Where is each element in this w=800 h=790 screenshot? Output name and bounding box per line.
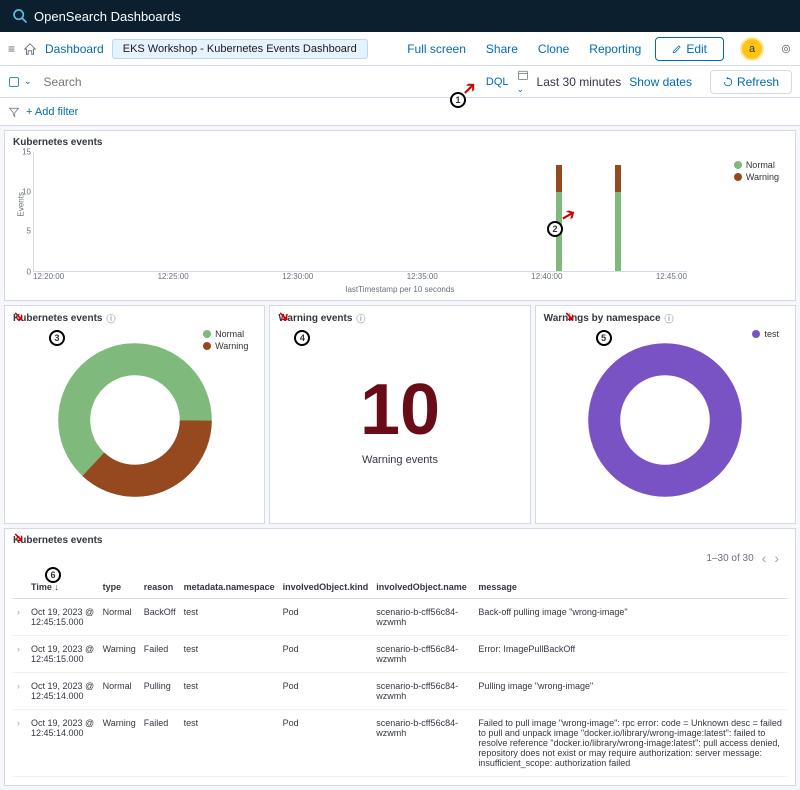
opensearch-icon xyxy=(12,8,28,24)
panel-timeline-title: Kubernetes events xyxy=(13,137,102,148)
avatar[interactable]: a xyxy=(740,37,764,61)
panel-timeline: Kubernetes events 15 10 5 0 Events 12:20… xyxy=(4,130,796,301)
gear-icon[interactable] xyxy=(780,43,792,55)
breadcrumb-current: EKS Workshop - Kubernetes Events Dashboa… xyxy=(112,39,368,59)
reporting-link[interactable]: Reporting xyxy=(589,42,641,56)
show-dates-link[interactable]: Show dates xyxy=(629,75,692,89)
legend-item: Normal xyxy=(734,160,779,170)
table-column-header[interactable]: message xyxy=(474,576,787,599)
expand-row-icon[interactable]: › xyxy=(13,636,27,673)
panel-donut-namespace: Warnings by namespace ⓘ test ➔ 5 xyxy=(535,305,796,524)
legend-item: Warning xyxy=(203,341,248,351)
table-column-header[interactable]: involvedObject.name xyxy=(372,576,474,599)
breadcrumb-dashboard[interactable]: Dashboard xyxy=(45,42,104,56)
query-bar: ⌄ DQL ⌄ Last 30 minutes Show dates Refre… xyxy=(0,66,800,98)
filter-icon[interactable] xyxy=(8,106,20,118)
table-row: ›Oct 19, 2023 @ 12:45:14.000WarningFaile… xyxy=(13,710,787,777)
events-table: Time ↓typereasonmetadata.namespaceinvolv… xyxy=(13,576,787,777)
menu-icon[interactable]: ≡ xyxy=(8,42,15,56)
table-row: ›Oct 19, 2023 @ 12:45:15.000WarningFaile… xyxy=(13,636,787,673)
product-name: OpenSearch Dashboards xyxy=(34,9,181,24)
annotation-6: 6 xyxy=(45,567,61,583)
calendar-icon[interactable]: ⌄ xyxy=(517,69,529,95)
table-column-header[interactable]: reason xyxy=(140,576,180,599)
table-column-header[interactable]: type xyxy=(99,576,140,599)
table-column-header[interactable]: Time ↓ xyxy=(27,576,99,599)
donut-namespace-chart xyxy=(585,340,745,500)
info-icon: ⓘ xyxy=(665,312,674,325)
donut-events-chart xyxy=(55,340,215,500)
full-screen-link[interactable]: Full screen xyxy=(407,42,466,56)
refresh-icon xyxy=(723,77,733,87)
annotation-3: 3 xyxy=(49,330,65,346)
legend-item: test xyxy=(752,329,779,339)
table-column-header[interactable]: involvedObject.kind xyxy=(279,576,373,599)
annotation-1: 1 xyxy=(450,92,466,108)
legend-item: Normal xyxy=(203,329,248,339)
pagination-text: 1–30 of 30 xyxy=(706,553,753,564)
expand-row-icon[interactable]: › xyxy=(13,599,27,636)
product-header: OpenSearch Dashboards xyxy=(0,0,800,32)
pencil-icon xyxy=(672,44,682,54)
clone-link[interactable]: Clone xyxy=(538,42,569,56)
bar xyxy=(615,165,621,271)
filter-bar: + Add filter xyxy=(0,98,800,126)
metric-value: 10 xyxy=(360,374,440,446)
expand-row-icon[interactable]: › xyxy=(13,673,27,710)
info-icon: ⓘ xyxy=(106,312,115,325)
panel-table: Kubernetes events ➔ 1–30 of 30 ‹ › Time … xyxy=(4,528,796,786)
share-link[interactable]: Share xyxy=(486,42,518,56)
table-row: ›Oct 19, 2023 @ 12:45:15.000NormalBackOf… xyxy=(13,599,787,636)
filter-toggle-icon[interactable]: ⌄ xyxy=(8,76,32,88)
timeline-chart: 15 10 5 0 Events 12:20:0012:25:0012:30:0… xyxy=(13,152,787,292)
search-input[interactable] xyxy=(38,75,480,89)
table-row: ›Oct 19, 2023 @ 12:45:14.000NormalPullin… xyxy=(13,673,787,710)
nav-bar: ≡ Dashboard EKS Workshop - Kubernetes Ev… xyxy=(0,32,800,66)
expand-row-icon[interactable]: › xyxy=(13,710,27,777)
metric-label: Warning events xyxy=(362,454,438,466)
annotation-5: 5 xyxy=(596,330,612,346)
panel-metric-warnings: Warning events ⓘ 10 Warning events ➔ 4 xyxy=(269,305,530,524)
dql-toggle[interactable]: DQL xyxy=(486,76,509,88)
info-icon: ⓘ xyxy=(356,312,365,325)
edit-button[interactable]: Edit xyxy=(655,37,724,61)
legend-item: Warning xyxy=(734,172,779,182)
next-page-button[interactable]: › xyxy=(774,550,779,566)
product-logo: OpenSearch Dashboards xyxy=(12,8,181,24)
add-filter-link[interactable]: + Add filter xyxy=(26,106,78,118)
prev-page-button[interactable]: ‹ xyxy=(762,550,767,566)
home-icon[interactable] xyxy=(23,42,37,56)
annotation-2: 2 xyxy=(547,221,563,237)
time-picker[interactable]: Last 30 minutes xyxy=(537,75,622,89)
table-column-header[interactable]: metadata.namespace xyxy=(180,576,279,599)
edit-label: Edit xyxy=(686,42,707,56)
refresh-button[interactable]: Refresh xyxy=(710,70,792,94)
panel-donut-events: Kubernetes events ⓘ NormalWarning ➔ 3 xyxy=(4,305,265,524)
